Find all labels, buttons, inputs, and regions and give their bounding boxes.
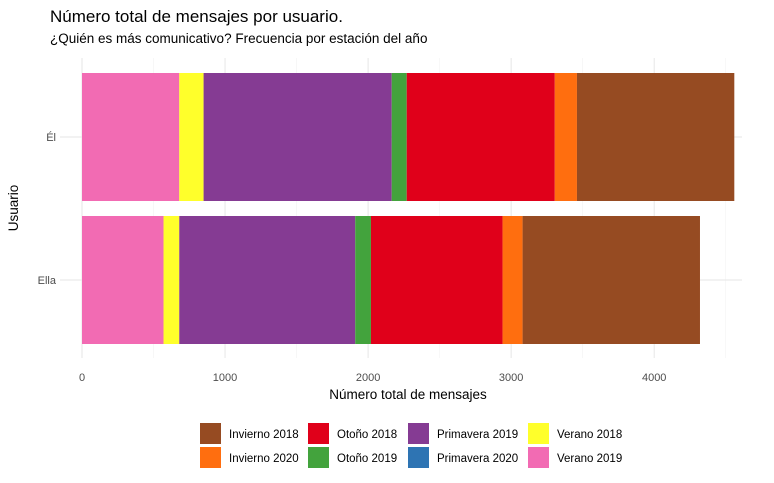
x-tick-label: 4000	[642, 372, 666, 384]
x-tick-label: 2000	[356, 372, 380, 384]
bars	[82, 73, 735, 344]
bar-segment	[179, 73, 204, 201]
legend-item: Otoño 2019	[308, 447, 397, 468]
chart-title: Número total de mensajes por usuario.	[50, 7, 343, 26]
bar-segment	[406, 73, 555, 201]
bar-segment	[163, 216, 180, 344]
bar-segment	[355, 216, 371, 344]
legend-swatch	[308, 423, 329, 444]
bar-segment	[82, 216, 164, 344]
legend-item: Verano 2018	[528, 423, 622, 444]
x-tick-label: 3000	[499, 372, 523, 384]
chart-subtitle: ¿Quién es más comunicativo? Frecuencia p…	[50, 31, 427, 46]
legend-label: Invierno 2018	[229, 429, 299, 441]
y-axis-title: Usuario	[6, 185, 21, 232]
legend-item: Verano 2019	[528, 447, 622, 468]
legend-swatch	[528, 447, 549, 468]
bar-segment	[370, 216, 503, 344]
bar-segment	[203, 73, 392, 201]
legend-item: Invierno 2018	[200, 423, 299, 444]
legend-item: Primavera 2020	[408, 447, 518, 468]
bar-segment	[179, 216, 356, 344]
legend-label: Otoño 2019	[337, 453, 397, 465]
legend-item: Otoño 2018	[308, 423, 397, 444]
legend-label: Primavera 2019	[437, 429, 518, 441]
legend-item: Invierno 2020	[200, 447, 299, 468]
legend-swatch	[408, 447, 429, 468]
bar-segment	[576, 73, 735, 201]
y-tick-labels: Él Ella	[38, 131, 57, 287]
x-tick-label: 1000	[213, 372, 237, 384]
x-tick-labels: 0 1000 2000 3000 4000	[79, 372, 667, 384]
legend-label: Invierno 2020	[229, 453, 299, 465]
legend-swatch	[528, 423, 549, 444]
legend: Invierno 2018 Invierno 2020 Otoño 2018 Otoñ…	[200, 423, 622, 468]
bar-segment	[522, 216, 700, 344]
bar-segment	[391, 73, 407, 201]
y-tick-label: Él	[46, 131, 56, 144]
bar-segment	[502, 216, 523, 344]
x-tick-label: 0	[79, 372, 85, 384]
legend-swatch	[200, 447, 221, 468]
legend-label: Verano 2018	[557, 429, 622, 441]
bar-segment	[82, 73, 180, 201]
legend-swatch	[308, 447, 329, 468]
legend-label: Primavera 2020	[437, 453, 518, 465]
legend-swatch	[200, 423, 221, 444]
legend-item: Primavera 2019	[408, 423, 518, 444]
legend-label: Verano 2019	[557, 453, 622, 465]
legend-label: Otoño 2018	[337, 429, 397, 441]
x-axis-title: Número total de mensajes	[329, 387, 487, 402]
legend-swatch	[408, 423, 429, 444]
bar-segment	[554, 73, 577, 201]
y-tick-label: Ella	[38, 275, 57, 287]
